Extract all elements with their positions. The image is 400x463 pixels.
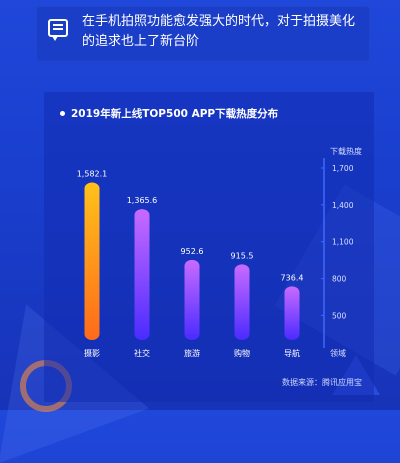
bar-value-label: 915.5 [231,251,254,260]
chart-title: 2019年新上线TOP500 APP下载热度分布 [60,106,278,121]
bar-chart: 下载热度 500 800 1,100 1,400 1,700 1,582.1 摄影 1,365.… [77,146,362,358]
bar-value-label: 1,582.1 [77,169,108,178]
chart-title-text: 2019年新上线TOP500 APP下载热度分布 [71,108,279,120]
data-source: 数据来源：腾讯应用宝 [282,378,362,387]
category-label: 社交 [134,348,150,358]
y-tick-label: 500 [332,311,347,320]
title-bullet-icon [60,110,65,116]
bar [84,182,100,340]
category-label: 旅游 [184,348,200,358]
y-tick-label: 1,700 [332,164,354,173]
bar [184,259,200,340]
category-label: 摄影 [84,348,100,358]
y-axis-label: 下载热度 [330,146,362,156]
x-axis-label: 领域 [330,348,346,358]
y-tick-label: 1,100 [332,238,354,247]
category-label: 导航 [284,348,300,358]
bar-value-label: 736.4 [281,273,304,282]
category-label: 购物 [234,348,250,358]
bar [134,209,150,340]
bar [284,286,300,340]
bar-value-label: 1,365.6 [127,196,158,205]
y-tick-label: 800 [332,275,347,284]
bar-value-label: 952.6 [181,247,204,256]
banner-text: 在手机拍照功能愈发强大的时代，对于拍摄美化的追求也上了新台阶 [82,14,356,49]
chat-bubble-icon [48,19,68,41]
bar [234,264,250,340]
insight-banner: 在手机拍照功能愈发强大的时代，对于拍摄美化的追求也上了新台阶 [36,6,370,62]
y-tick-label: 1,400 [332,201,354,210]
chart-panel: 2019年新上线TOP500 APP下载热度分布 下载热度 500 800 1,100… [44,92,374,402]
